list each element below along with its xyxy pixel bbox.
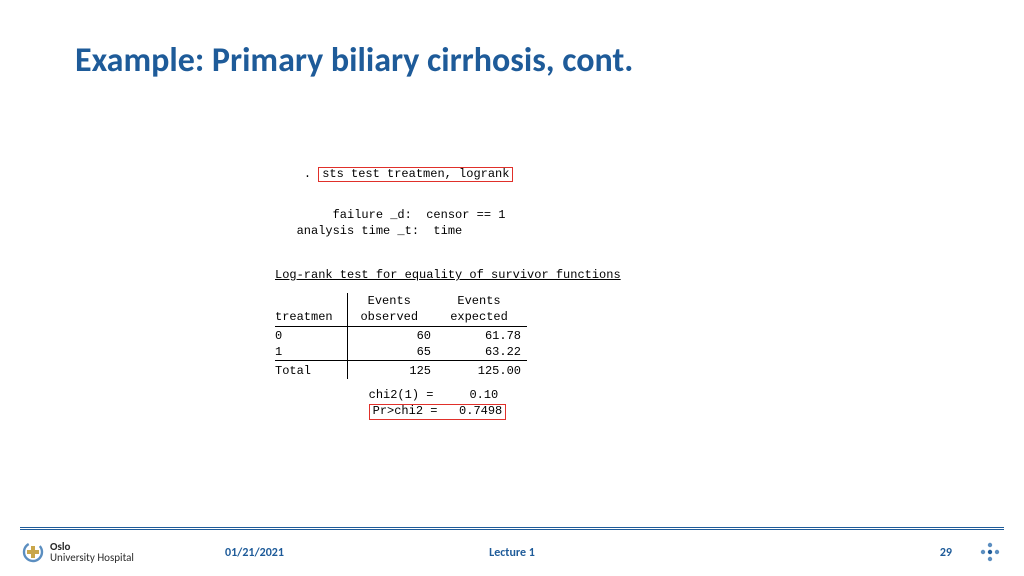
footer-page-number: 29 (940, 546, 952, 560)
footer-center: Lecture 1 (0, 546, 1024, 560)
col1-head-l2: observed (347, 309, 437, 326)
footer-divider (20, 527, 1004, 530)
section-heading: Log-rank test for equality of survivor f… (275, 267, 621, 283)
col2-head-l2: expected (437, 309, 527, 326)
analysis-time-line: analysis time _t: time (275, 223, 621, 239)
failure-line: failure _d: censor == 1 (275, 207, 621, 223)
col2-head-l1: Events (437, 293, 527, 309)
stata-prompt: . (304, 167, 318, 181)
logrank-table: Events Events treatmen observed expected… (275, 293, 527, 379)
pvalue-box: Pr>chi2 = 0.7498 (369, 404, 507, 420)
stata-command-row: . sts test treatmen, logrank (275, 150, 621, 199)
table-total-row: Total 125 125.00 (275, 363, 527, 379)
chi2-row: chi2(1) = 0.10 (275, 387, 621, 403)
slide-title: Example: Primary biliary cirrhosis, cont… (75, 40, 633, 81)
footer: Oslo University Hospital 01/21/2021 Lect… (0, 534, 1024, 576)
col0-head: treatmen (275, 309, 347, 326)
col1-head-l1: Events (347, 293, 437, 309)
table-row: 1 65 63.22 (275, 344, 527, 361)
stata-command-box: sts test treatmen, logrank (318, 167, 513, 182)
table-header-row-2: treatmen observed expected (275, 309, 527, 326)
table-header-row-1: Events Events (275, 293, 527, 309)
pvalue-row: Pr>chi2 = 0.7498 (275, 403, 621, 420)
stata-output: . sts test treatmen, logrank failure _d:… (275, 150, 621, 420)
chi2-block: chi2(1) = 0.10 Pr>chi2 = 0.7498 (275, 387, 621, 420)
table-row: 0 60 61.78 (275, 328, 527, 344)
dots-icon (978, 540, 1002, 564)
